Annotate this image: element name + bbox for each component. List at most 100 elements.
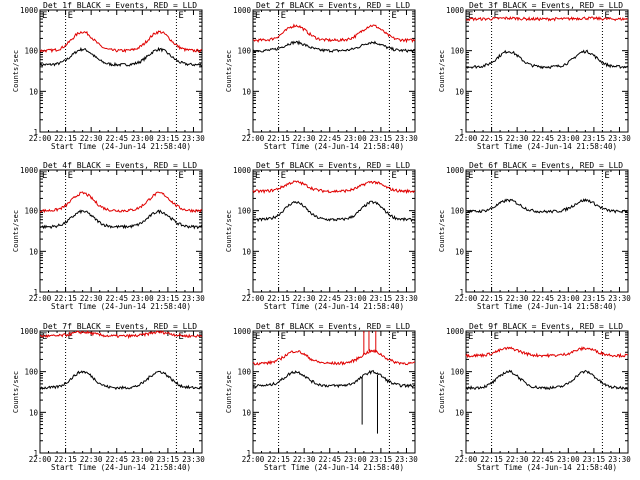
y-axis-label: Counts/sec	[438, 210, 446, 252]
y-tick-label: 1000	[233, 166, 252, 175]
x-axis-label: Start Time (24-Jun-14 21:58:40)	[264, 302, 404, 311]
panel-det-8: Det 8f BLACK = Events, RED = LLD 1 10 100 10…	[225, 322, 418, 472]
y-tick-label: 1000	[233, 327, 252, 336]
panel-det-9: Det 9f BLACK = Events, RED = LLD 1 10 100 10…	[438, 322, 631, 472]
x-tick-label: 23:30	[608, 134, 631, 143]
y-tick-label: 1000	[446, 6, 465, 15]
x-tick-label: 22:15	[480, 455, 503, 464]
x-tick-label: 23:30	[608, 455, 631, 464]
plot-frame	[39, 169, 203, 293]
panel-title: Det 1f BLACK = Events, RED = LLD	[43, 1, 197, 10]
marker-label: E	[468, 171, 473, 181]
plot-frame	[465, 330, 629, 454]
series-line-events	[465, 369, 629, 391]
x-tick-label: 22:45	[318, 134, 341, 143]
series-line-lld	[252, 180, 416, 195]
panel-det-2: Det 2f BLACK = Events, RED = LLD 1 10 100 10…	[225, 1, 418, 151]
x-tick-label: 22:45	[531, 455, 554, 464]
y-tick-label: 100	[24, 47, 38, 56]
x-tick-label: 23:00	[557, 294, 580, 303]
y-tick-label: 1	[246, 128, 251, 137]
series-line-events	[252, 39, 416, 54]
y-axis-label: Counts/sec	[438, 50, 446, 92]
x-tick-label: 23:30	[182, 455, 205, 464]
x-axis-label: Start Time (24-Jun-14 21:58:40)	[264, 142, 404, 151]
series-line-lld	[465, 15, 629, 22]
x-tick-label: 22:30	[293, 134, 316, 143]
x-tick-label: 23:15	[157, 294, 180, 303]
x-tick-label: 22:00	[29, 294, 52, 303]
y-tick-label: 10	[29, 247, 39, 256]
marker-label: E	[178, 171, 183, 181]
panel-det-5: Det 5f BLACK = Events, RED = LLD 1 10 100 10…	[225, 161, 418, 311]
y-tick-label: 100	[450, 207, 464, 216]
marker-label: E	[255, 171, 260, 181]
y-tick-label: 10	[455, 408, 465, 417]
x-tick-label: 22:15	[267, 294, 290, 303]
x-tick-label: 23:15	[583, 294, 606, 303]
x-tick-label: 22:30	[80, 294, 103, 303]
panel-title: Det 3f BLACK = Events, RED = LLD	[469, 1, 623, 10]
x-tick-label: 22:30	[293, 455, 316, 464]
panel-title: Det 9f BLACK = Events, RED = LLD	[469, 322, 623, 331]
series-line-lld	[465, 345, 629, 359]
x-tick-label: 23:00	[131, 134, 154, 143]
x-tick-label: 22:30	[506, 294, 529, 303]
x-tick-label: 22:00	[29, 134, 52, 143]
marker-label: E	[391, 332, 396, 342]
x-tick-label: 23:00	[131, 455, 154, 464]
x-tick-label: 23:00	[344, 134, 367, 143]
y-tick-label: 100	[24, 207, 38, 216]
x-tick-label: 23:15	[583, 455, 606, 464]
x-tick-label: 23:30	[395, 294, 418, 303]
x-tick-label: 23:15	[583, 134, 606, 143]
marker-label: E	[68, 171, 73, 181]
x-tick-label: 22:45	[105, 294, 128, 303]
x-tick-label: 22:30	[80, 455, 103, 464]
series-line-lld	[39, 191, 203, 214]
x-tick-label: 22:00	[242, 294, 265, 303]
y-axis-label: Counts/sec	[225, 210, 233, 252]
y-axis-label: Counts/sec	[12, 210, 20, 252]
y-axis-label: Counts/sec	[438, 371, 446, 413]
y-tick-label: 1000	[446, 166, 465, 175]
series-line-events	[39, 46, 203, 68]
y-tick-label: 1	[33, 288, 38, 297]
marker-label: E	[494, 332, 499, 342]
x-axis-label: Start Time (24-Jun-14 21:58:40)	[264, 463, 404, 472]
x-tick-label: 22:00	[455, 134, 478, 143]
marker-label: E	[468, 11, 473, 21]
marker-label: E	[604, 11, 609, 21]
series-line-events	[39, 370, 203, 391]
marker-label: E	[494, 171, 499, 181]
x-tick-label: 22:45	[531, 134, 554, 143]
x-tick-label: 23:00	[344, 294, 367, 303]
x-tick-label: 22:00	[29, 455, 52, 464]
x-tick-label: 22:30	[293, 294, 316, 303]
marker-label: E	[178, 11, 183, 21]
x-tick-label: 23:00	[557, 134, 580, 143]
marker-label: E	[255, 11, 260, 21]
series-line-lld	[252, 23, 416, 44]
y-tick-label: 1000	[233, 6, 252, 15]
marker-label: E	[178, 332, 183, 342]
series-line-events	[252, 369, 416, 389]
x-axis-label: Start Time (24-Jun-14 21:58:40)	[51, 142, 191, 151]
y-axis-label: Counts/sec	[12, 371, 20, 413]
x-tick-label: 23:30	[395, 134, 418, 143]
x-tick-label: 22:15	[267, 455, 290, 464]
panel-det-3: Det 3f BLACK = Events, RED = LLD 1 10 100 10…	[438, 1, 631, 151]
marker-label: E	[42, 171, 47, 181]
y-tick-label: 10	[29, 408, 39, 417]
series-line-lld	[252, 348, 415, 366]
y-axis-label: Counts/sec	[225, 50, 233, 92]
y-tick-label: 1	[459, 449, 464, 458]
plot-frame	[39, 9, 203, 133]
y-tick-label: 1	[246, 449, 251, 458]
plot-frame	[39, 330, 203, 454]
x-tick-label: 22:45	[531, 294, 554, 303]
panel-title: Det 2f BLACK = Events, RED = LLD	[256, 1, 410, 10]
marker-label: E	[468, 332, 473, 342]
plot-frame	[252, 9, 416, 133]
